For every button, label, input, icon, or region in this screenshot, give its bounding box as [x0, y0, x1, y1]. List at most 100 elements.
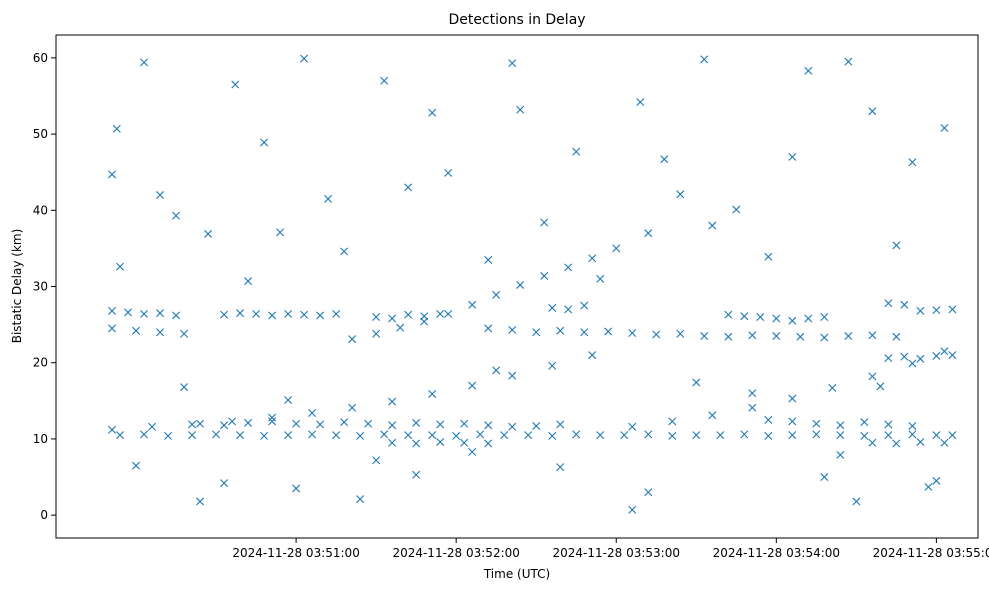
data-point [508, 371, 517, 380]
data-point [916, 354, 925, 363]
y-tick-label: 10 [33, 432, 48, 446]
data-point [476, 430, 485, 439]
series-4 [884, 351, 957, 363]
y-axis-label: Bistatic Delay (km) [10, 229, 24, 344]
y-tick-label: 30 [33, 280, 48, 294]
data-point [628, 329, 637, 337]
data-point [444, 309, 453, 318]
data-point [156, 191, 165, 200]
series-5 [196, 415, 917, 431]
data-point [548, 431, 557, 440]
data-point [716, 431, 725, 440]
y-tick-label: 60 [33, 51, 48, 65]
data-point [900, 352, 909, 361]
data-point [908, 359, 917, 368]
data-point [836, 431, 845, 440]
data-point [836, 450, 845, 459]
data-point [884, 299, 893, 308]
data-point [556, 420, 565, 429]
data-point [428, 389, 437, 398]
data-point [804, 314, 813, 323]
data-point [196, 497, 205, 506]
data-point [788, 431, 797, 440]
series-6 [116, 430, 957, 440]
data-point [596, 431, 605, 440]
data-point [948, 351, 957, 360]
data-point [292, 484, 301, 493]
data-point [212, 430, 221, 439]
data-point [932, 351, 941, 360]
data-point [628, 422, 637, 431]
data-point [396, 323, 405, 332]
data-point [748, 403, 757, 412]
plot-area [56, 35, 978, 538]
y-tick-label: 0 [40, 508, 48, 522]
data-point [556, 326, 565, 335]
data-point [540, 218, 549, 227]
data-point [148, 422, 157, 431]
data-point [404, 183, 413, 192]
y-tick-label: 40 [33, 203, 48, 217]
data-point [748, 389, 757, 398]
data-point [820, 333, 829, 342]
data-point [844, 57, 853, 66]
series-1 [348, 229, 653, 344]
data-point [708, 221, 717, 230]
data-point [492, 290, 501, 299]
data-point [172, 211, 181, 220]
data-point [596, 274, 605, 283]
data-point [388, 438, 397, 447]
data-point [340, 418, 349, 427]
data-point [588, 351, 597, 360]
data-point [644, 229, 653, 238]
data-point [348, 403, 357, 412]
data-point [516, 105, 525, 114]
data-point [308, 430, 317, 439]
data-point [884, 431, 893, 440]
data-point [228, 417, 237, 426]
data-point [916, 437, 925, 446]
data-point [156, 328, 165, 337]
data-points [108, 54, 957, 514]
data-point [436, 420, 445, 429]
data-point [388, 421, 397, 430]
data-point [556, 463, 565, 472]
data-point [940, 347, 949, 356]
data-point [231, 80, 240, 89]
data-point [788, 394, 797, 403]
data-point [108, 170, 117, 179]
data-point [892, 332, 901, 341]
data-point [172, 311, 181, 320]
data-point [460, 438, 469, 447]
data-point [788, 417, 797, 426]
data-point [332, 309, 341, 318]
data-point [484, 324, 493, 333]
data-point [188, 431, 197, 440]
data-point [892, 439, 901, 448]
data-point [548, 303, 557, 312]
series-0 [108, 347, 949, 434]
data-point [644, 430, 653, 439]
data-point [932, 431, 941, 440]
data-point [772, 332, 781, 341]
data-point [492, 366, 501, 375]
data-point [788, 316, 797, 325]
series-8 [108, 54, 949, 514]
data-point [156, 309, 165, 318]
data-point [548, 361, 557, 370]
data-point [236, 309, 245, 318]
data-point [828, 383, 837, 392]
data-point [308, 409, 317, 418]
data-point [468, 447, 477, 456]
data-point [764, 252, 773, 261]
data-point [372, 456, 381, 465]
data-point [660, 155, 669, 164]
data-point [332, 431, 341, 440]
data-point [236, 431, 245, 440]
data-point [292, 419, 301, 428]
data-point [244, 418, 253, 427]
data-point [404, 310, 413, 319]
x-tick-label: 2024-11-28 03:54:00 [713, 546, 840, 560]
data-point [260, 138, 269, 147]
x-tick-label: 2024-11-28 03:51:00 [232, 546, 359, 560]
